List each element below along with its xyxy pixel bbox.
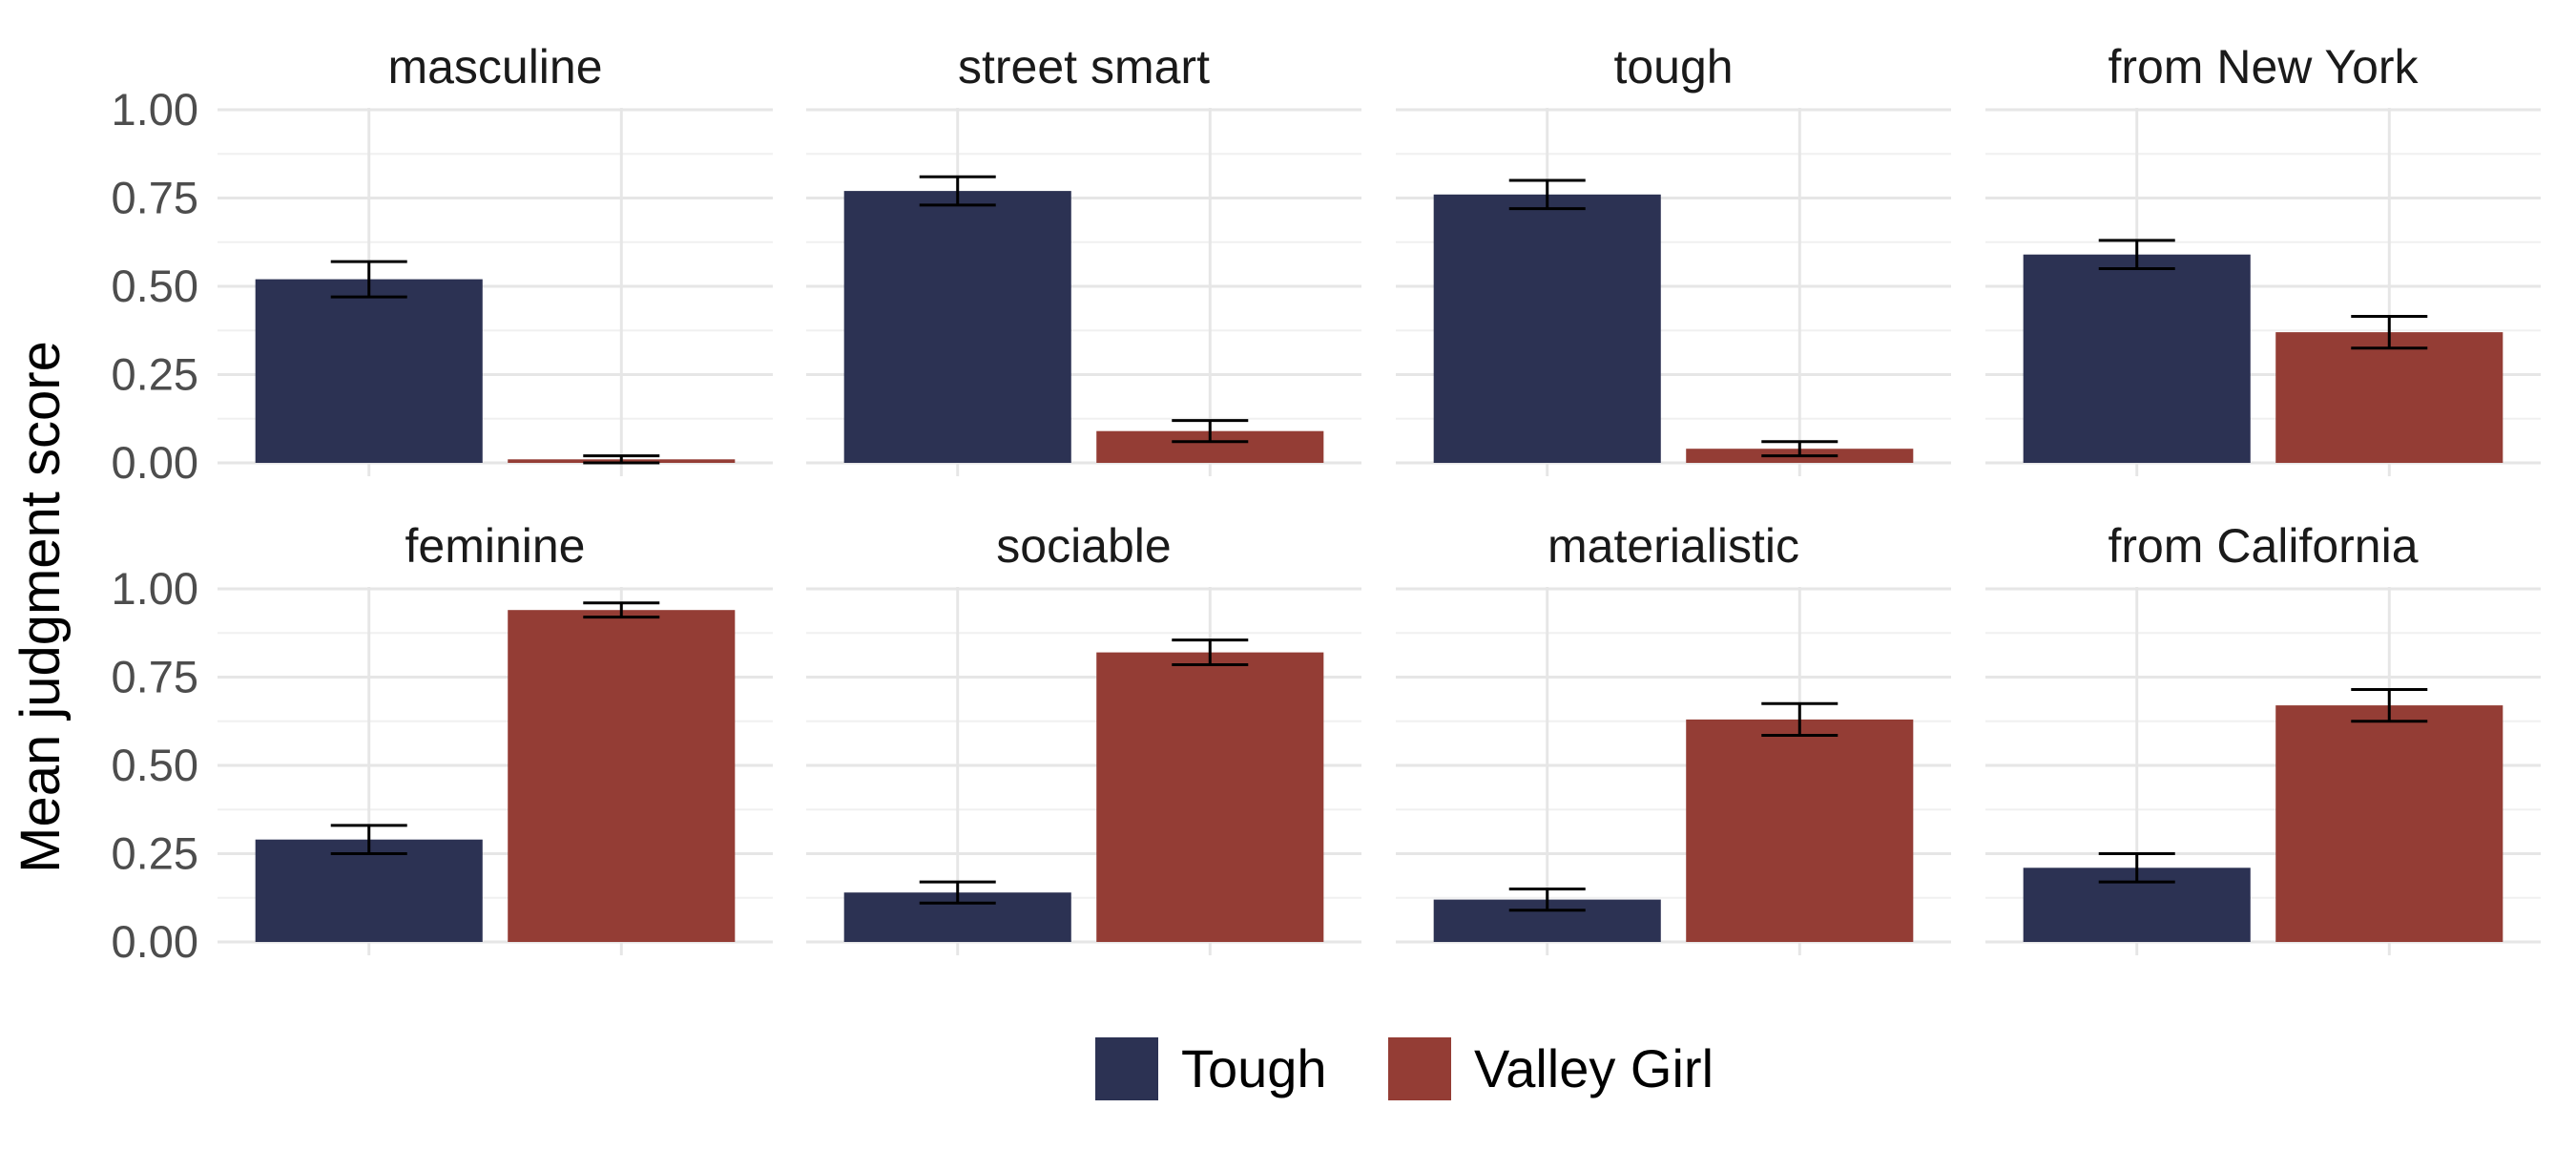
legend-swatch [1388,1037,1451,1100]
error-bars [330,175,2428,912]
bar-valley-girl [1686,719,1914,942]
y-tick-label: 0.50 [112,740,198,790]
facet-title: tough [1613,40,1733,94]
error-bar [1508,888,1586,912]
facet-title: from California [2108,519,2418,573]
facet-title: from New York [2108,40,2419,94]
error-bar [1761,701,1839,738]
y-tick-label: 0.75 [112,652,198,702]
legend-item: Valley Girl [1388,1037,1714,1100]
bar-valley-girl [2275,705,2503,942]
facet-title: materialistic [1548,519,1799,573]
legend-label: Valley Girl [1474,1038,1714,1098]
error-bar [330,260,407,299]
error-bar [330,824,407,855]
error-bar [583,454,660,465]
error-bar [583,601,660,619]
facet-title: sociable [996,519,1171,573]
bar-tough [255,279,483,463]
error-bar [2098,852,2175,884]
bars [255,191,2503,942]
facet-title: masculine [387,40,602,94]
error-bar [1761,440,1839,458]
bar-valley-girl [508,610,736,942]
legend-label: Tough [1181,1038,1327,1098]
y-tick-label: 0.00 [112,916,198,967]
bar-tough [2023,254,2251,463]
bar-tough [843,191,1071,463]
bar-tough [255,839,483,942]
error-bar [919,880,996,905]
error-bar [2351,687,2428,723]
chart-text: masculine 0.00 0.25 0.50 0.75 1.00 street smar… [112,40,2420,967]
error-bar [1172,419,1249,444]
y-tick-label: 0.50 [112,261,198,311]
bar-tough [1433,194,1661,464]
y-tick-label: 0.25 [112,349,198,400]
error-bar [2351,314,2428,350]
error-bar [2098,239,2175,270]
facet-title: street smart [958,40,1210,94]
legend-swatch [1095,1037,1158,1100]
legend-item: Tough [1095,1037,1327,1100]
bar-valley-girl [2275,332,2503,463]
facet-title: feminine [405,519,586,573]
y-tick-label: 0.75 [112,173,198,223]
y-tick-label: 0.25 [112,828,198,879]
bar-valley-girl [1096,652,1324,942]
y-tick-label: 1.00 [112,84,198,135]
error-bar [1172,638,1249,667]
legend: Tough Valley Girl [1095,1037,1714,1100]
y-axis-title: Mean judgment score [10,341,72,873]
error-bar [919,175,996,207]
y-tick-label: 0.00 [112,437,198,488]
error-bar [1508,178,1586,211]
y-tick-label: 1.00 [112,563,198,614]
